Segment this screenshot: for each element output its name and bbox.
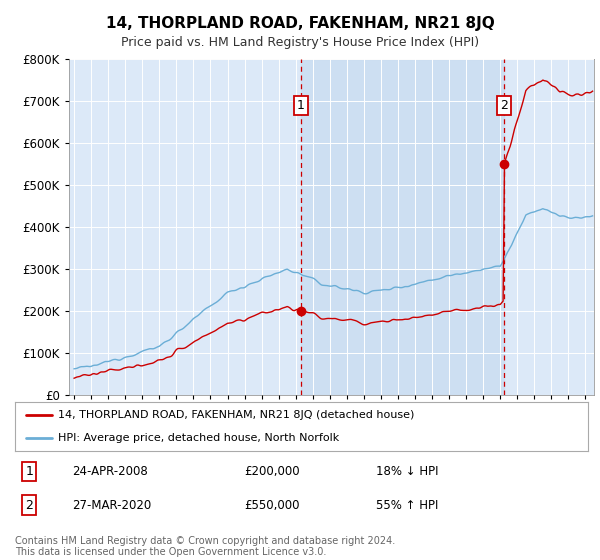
Text: 1: 1 xyxy=(25,465,33,478)
Text: 18% ↓ HPI: 18% ↓ HPI xyxy=(376,465,439,478)
Text: 2: 2 xyxy=(500,99,508,113)
Text: Price paid vs. HM Land Registry's House Price Index (HPI): Price paid vs. HM Land Registry's House … xyxy=(121,36,479,49)
Text: 55% ↑ HPI: 55% ↑ HPI xyxy=(376,498,439,512)
Text: Contains HM Land Registry data © Crown copyright and database right 2024.
This d: Contains HM Land Registry data © Crown c… xyxy=(15,535,395,557)
Text: £550,000: £550,000 xyxy=(244,498,300,512)
Text: 14, THORPLAND ROAD, FAKENHAM, NR21 8JQ: 14, THORPLAND ROAD, FAKENHAM, NR21 8JQ xyxy=(106,16,494,31)
Text: 24-APR-2008: 24-APR-2008 xyxy=(73,465,148,478)
Text: £200,000: £200,000 xyxy=(244,465,300,478)
Text: HPI: Average price, detached house, North Norfolk: HPI: Average price, detached house, Nort… xyxy=(58,433,339,444)
Text: 14, THORPLAND ROAD, FAKENHAM, NR21 8JQ (detached house): 14, THORPLAND ROAD, FAKENHAM, NR21 8JQ (… xyxy=(58,410,415,421)
Bar xyxy=(301,59,505,395)
Text: 27-MAR-2020: 27-MAR-2020 xyxy=(73,498,152,512)
Text: 2: 2 xyxy=(25,498,33,512)
Text: 1: 1 xyxy=(297,99,305,113)
